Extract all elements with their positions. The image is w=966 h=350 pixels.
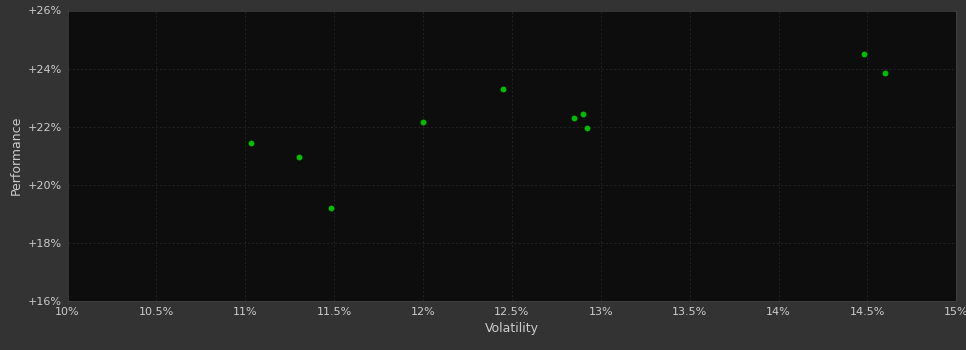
Point xyxy=(877,70,893,76)
Y-axis label: Performance: Performance xyxy=(10,116,22,195)
Point xyxy=(323,205,338,211)
Point xyxy=(576,111,591,117)
Point xyxy=(566,115,582,121)
Point xyxy=(291,154,306,160)
Point xyxy=(496,86,511,92)
Point xyxy=(856,51,871,57)
X-axis label: Volatility: Volatility xyxy=(485,322,539,335)
Point xyxy=(579,125,594,131)
Point xyxy=(243,140,259,146)
Point xyxy=(415,120,431,125)
